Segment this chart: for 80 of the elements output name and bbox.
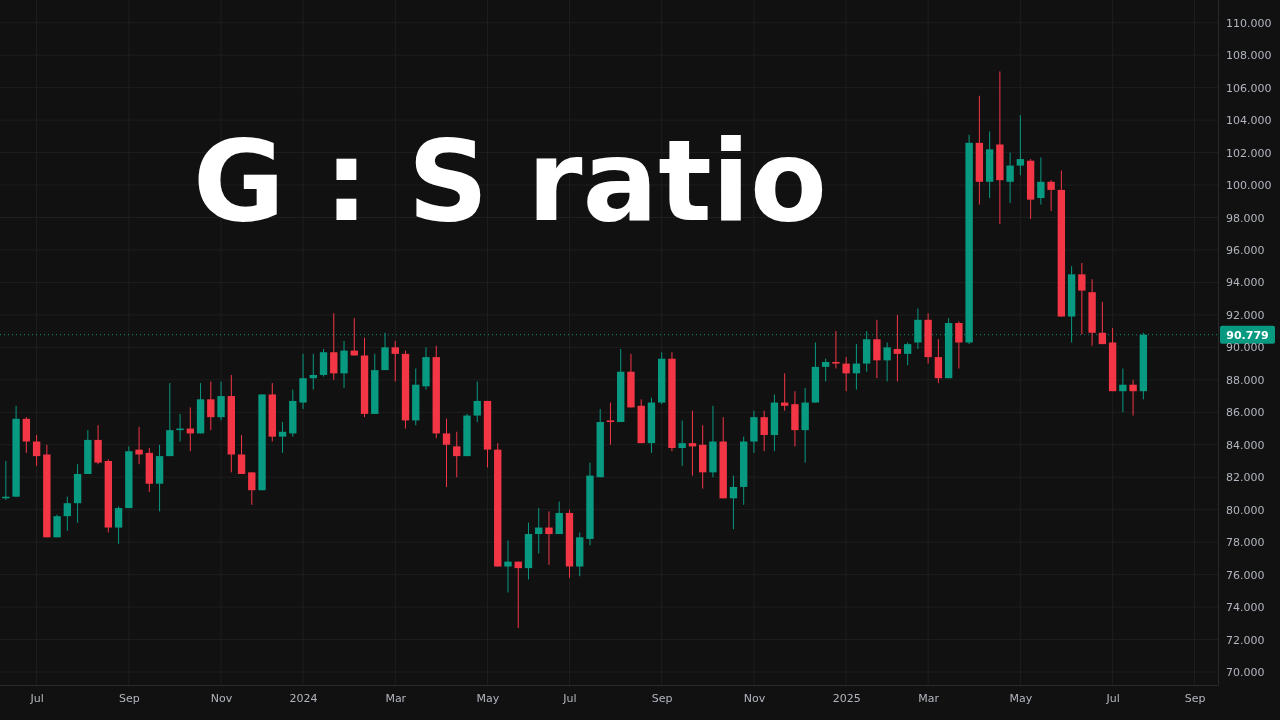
- candlestick: [319, 348, 328, 378]
- y-tick-label: 100.000: [1226, 179, 1272, 193]
- candlestick: [381, 332, 389, 371]
- candlestick: [1129, 379, 1137, 417]
- y-tick-label: 108.000: [1226, 49, 1272, 63]
- candlestick: [883, 342, 891, 382]
- x-tick-label: Sep: [118, 691, 140, 705]
- x-tick-label: May: [476, 691, 500, 705]
- candlestick: [545, 510, 553, 566]
- x-tick-label: Mar: [385, 691, 407, 705]
- x-tick-label: Jul: [1105, 691, 1120, 705]
- x-tick-label: Jul: [562, 691, 577, 705]
- candlestick: [934, 338, 943, 384]
- text: G : S ratio: [193, 116, 828, 246]
- candlestick: [135, 426, 143, 465]
- y-tick-label: 84.000: [1226, 438, 1265, 452]
- candlestick: [217, 380, 225, 421]
- y-tick-label: 70.000: [1226, 666, 1265, 680]
- y-tick-label: 80.000: [1226, 503, 1265, 517]
- y-tick-label: 90.000: [1226, 341, 1265, 355]
- candlestick: [873, 319, 881, 379]
- y-tick-label: 106.000: [1226, 81, 1272, 95]
- candlestick: [842, 356, 850, 392]
- candlestick: [340, 340, 348, 389]
- candlestick: [32, 434, 41, 467]
- candlestick: [330, 312, 338, 381]
- y-tick-label: 110.000: [1226, 16, 1272, 30]
- y-tick-label: 98.000: [1226, 211, 1265, 225]
- y-tick-label: 102.000: [1226, 146, 1272, 160]
- candlestick: [453, 431, 461, 478]
- candlestick: [207, 380, 215, 431]
- y-tick-label: 88.000: [1226, 373, 1265, 387]
- candlestick: [893, 314, 902, 382]
- candlestick: [63, 496, 72, 532]
- y-tick-label: 86.000: [1226, 406, 1265, 420]
- candlestick: [729, 475, 738, 530]
- y-tick-label: 94.000: [1226, 276, 1265, 290]
- y-tick-label: 96.000: [1226, 244, 1265, 257]
- candlestick: [248, 471, 256, 506]
- candlestick: [1037, 156, 1045, 206]
- x-tick-label: Nov: [743, 691, 766, 705]
- x-tick-label: Jul: [29, 691, 44, 705]
- y-tick-label: 92.000: [1226, 308, 1265, 322]
- y-tick-label: 82.000: [1226, 471, 1265, 485]
- candlestick: [114, 505, 123, 545]
- candlestick: [1006, 152, 1014, 204]
- x-tick-label: Sep: [1184, 691, 1206, 705]
- candlestick: [1098, 301, 1107, 345]
- candlestick: [678, 419, 686, 467]
- candlestick: [1047, 179, 1055, 212]
- ref-line-label: 90.779: [1226, 328, 1269, 342]
- x-tick-label: May: [1009, 691, 1033, 705]
- candlestick: [237, 434, 246, 475]
- y-tick-label: 74.000: [1226, 601, 1265, 615]
- candlestick: [760, 410, 768, 452]
- candlestick: [391, 340, 399, 382]
- candlestick: [473, 380, 481, 423]
- candlestick: [1119, 367, 1127, 413]
- candlestick: [22, 416, 31, 454]
- x-tick-label: Mar: [918, 691, 940, 705]
- candlestick: [94, 424, 102, 465]
- candlestick: [278, 421, 287, 454]
- y-tick-label: 78.000: [1226, 536, 1265, 550]
- candlestick: [821, 358, 830, 382]
- x-tick-label: 2025: [832, 691, 861, 705]
- candlestick: [903, 342, 912, 366]
- x-tick-label: 2024: [289, 691, 318, 705]
- candlestick: [1078, 262, 1086, 335]
- candlestick: [606, 402, 615, 446]
- y-tick-label: 72.000: [1226, 633, 1265, 647]
- y-tick-label: 76.000: [1226, 568, 1265, 582]
- x-tick-label: Nov: [210, 691, 233, 705]
- y-tick-label: 104.000: [1226, 114, 1272, 128]
- candlestick: [555, 501, 563, 535]
- candlestick: [504, 540, 512, 593]
- candlestick: [1016, 114, 1025, 176]
- candlestick: [442, 418, 451, 488]
- candlestick: [955, 320, 963, 369]
- x-tick-label: Sep: [651, 691, 673, 705]
- candlestick: [832, 330, 840, 369]
